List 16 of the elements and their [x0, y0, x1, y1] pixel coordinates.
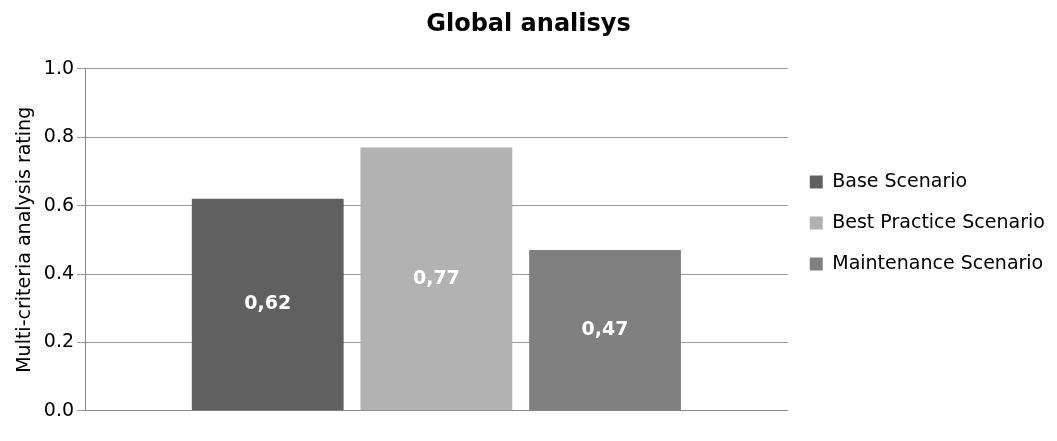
- y-tick-label: 0.2: [43, 329, 75, 352]
- legend-label: Best Practice Scenario: [832, 209, 1045, 232]
- y-tick-label: 0.8: [43, 124, 75, 147]
- y-tick-label: 0.4: [43, 260, 75, 283]
- data-label: 0,47: [581, 317, 629, 340]
- bar: [360, 147, 513, 411]
- y-tick-label: 0.0: [43, 397, 75, 420]
- bar: [191, 198, 344, 411]
- y-tick-label: 1.0: [43, 55, 75, 78]
- legend-label: Base Scenario: [832, 168, 968, 191]
- chart-title: Global analisys: [426, 8, 631, 37]
- y-tick-label: 0.6: [43, 192, 75, 215]
- data-label: 0,62: [244, 291, 292, 314]
- data-label: 0,77: [412, 265, 460, 288]
- legend-label: Maintenance Scenario: [832, 250, 1044, 273]
- y-axis-title: Multi-criteria analysis rating: [12, 106, 35, 373]
